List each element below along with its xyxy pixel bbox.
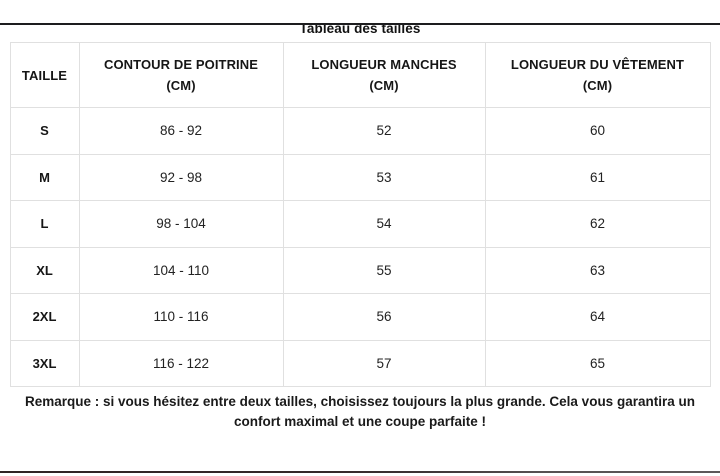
- col-header-longueur-manches: LONGUEUR MANCHES (CM): [282, 42, 486, 108]
- cell-sleeve: 57: [282, 339, 486, 387]
- cell-size: S: [9, 107, 80, 155]
- cell-size: 2XL: [9, 293, 80, 341]
- col-header-label: CONTOUR DE POITRINE: [103, 57, 259, 72]
- cell-length: 60: [484, 107, 711, 155]
- col-header-label: LONGUEUR DU VÊTEMENT: [510, 57, 685, 72]
- cell-sleeve: 55: [282, 246, 486, 294]
- table-row-s: S 86 - 92 52 60: [9, 107, 711, 155]
- cell-chest: 104 - 110: [78, 246, 284, 294]
- cell-length: 62: [484, 200, 711, 248]
- header-row: TAILLE CONTOUR DE POITRINE (CM) LONGUEUR…: [9, 42, 711, 108]
- cell-size: L: [9, 200, 80, 248]
- cell-sleeve: 54: [282, 200, 486, 248]
- top-divider: [0, 23, 720, 25]
- cell-size: 3XL: [9, 339, 80, 387]
- col-header-unit: (CM): [369, 78, 399, 93]
- cell-length: 61: [484, 153, 711, 201]
- size-chart-section: Tableau des tailles TAILLE CONTOUR DE PO…: [0, 21, 720, 473]
- next-section-image-edge: [0, 470, 720, 473]
- cell-sleeve: 53: [282, 153, 486, 201]
- col-header-unit: (CM): [582, 78, 613, 93]
- table-row-2xl: 2XL 110 - 116 56 64: [9, 293, 711, 341]
- cell-chest: 116 - 122: [78, 339, 284, 387]
- cell-length: 63: [484, 246, 711, 294]
- cell-chest: 98 - 104: [78, 200, 284, 248]
- col-header-contour-poitrine: CONTOUR DE POITRINE (CM): [78, 42, 284, 108]
- col-header-label: LONGUEUR MANCHES: [311, 57, 457, 72]
- table-row-l: L 98 - 104 54 62: [9, 200, 711, 248]
- cell-size: XL: [9, 246, 80, 294]
- size-table: TAILLE CONTOUR DE POITRINE (CM) LONGUEUR…: [9, 42, 711, 387]
- table-row-m: M 92 - 98 53 61: [9, 153, 711, 201]
- cell-length: 65: [484, 339, 711, 387]
- col-header-label: TAILLE: [21, 67, 68, 83]
- cell-sleeve: 52: [282, 107, 486, 155]
- col-header-unit: (CM): [166, 78, 196, 93]
- cell-sleeve: 56: [282, 293, 486, 341]
- cell-chest: 86 - 92: [78, 107, 284, 155]
- col-header-longueur-vetement: LONGUEUR DU VÊTEMENT (CM): [484, 42, 711, 108]
- cell-chest: 92 - 98: [78, 153, 284, 201]
- cell-chest: 110 - 116: [78, 293, 284, 341]
- cell-size: M: [9, 153, 80, 201]
- table-row-xl: XL 104 - 110 55 63: [9, 246, 711, 294]
- col-header-taille: TAILLE: [9, 42, 80, 108]
- table-row-3xl: 3XL 116 - 122 57 65: [9, 339, 711, 387]
- size-note: Remarque : si vous hésitez entre deux ta…: [25, 394, 695, 429]
- cell-length: 64: [484, 293, 711, 341]
